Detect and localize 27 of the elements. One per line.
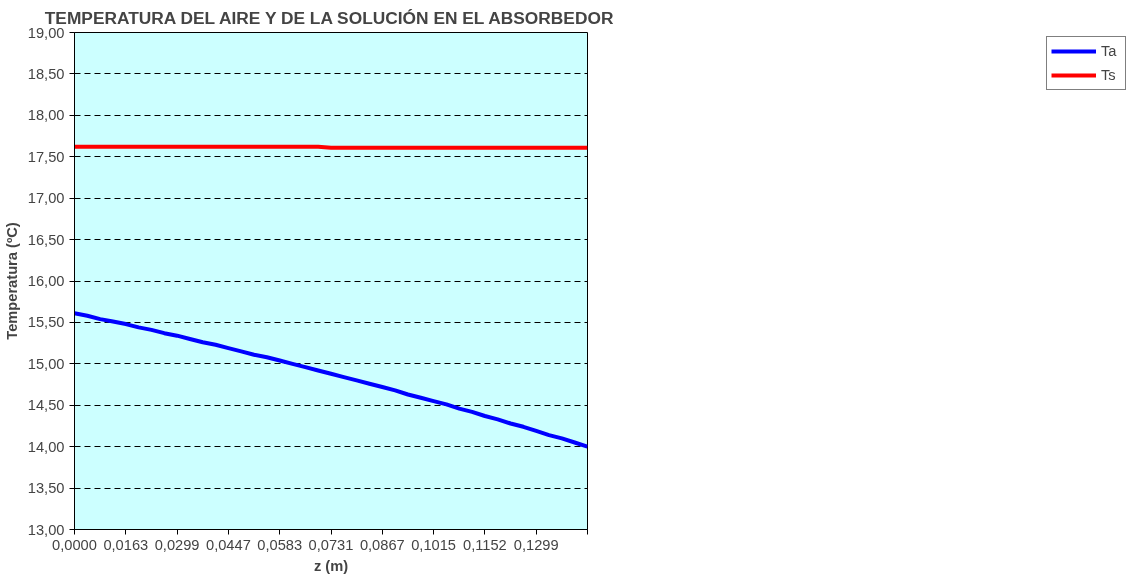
x-tick-label: 0,1015 (411, 536, 457, 553)
y-tick-label: 14,00 (27, 438, 65, 455)
y-tick-label: 15,00 (27, 355, 65, 372)
y-tick-label: 18,00 (27, 107, 65, 124)
y-tick-label: 13,50 (27, 480, 65, 497)
x-tick-label: 0,1152 (463, 536, 507, 553)
y-tick-label: 17,50 (27, 148, 65, 165)
y-tick-label: 16,00 (27, 273, 65, 289)
y-axis-title: Temperatura (ºC) (3, 222, 20, 340)
x-tick-label: 0,0000 (52, 536, 97, 553)
x-tick-label: 0,0447 (205, 536, 251, 553)
y-tick-label: 13,00 (27, 521, 65, 538)
x-tick-label: 0,1299 (513, 536, 559, 553)
y-tick-label: 15,50 (27, 314, 65, 331)
legend-label: Ts (1101, 67, 1117, 83)
legend-label: Ta (1101, 43, 1118, 59)
x-tick-label: 0,0867 (359, 536, 405, 553)
x-tick-label: 0,0299 (154, 536, 200, 553)
x-axis-title: z (m) (313, 557, 349, 574)
x-tick-label: 0,0731 (308, 536, 354, 553)
y-tick-label: 16,50 (27, 231, 65, 248)
y-tick-label: 18,50 (27, 65, 65, 82)
x-tick-label: 0,0163 (103, 536, 149, 553)
line-series (74, 311, 588, 449)
y-tick-label: 14,50 (27, 397, 65, 414)
x-tick-label: 0,0583 (257, 536, 303, 553)
y-tick-label: 17,00 (27, 190, 65, 207)
